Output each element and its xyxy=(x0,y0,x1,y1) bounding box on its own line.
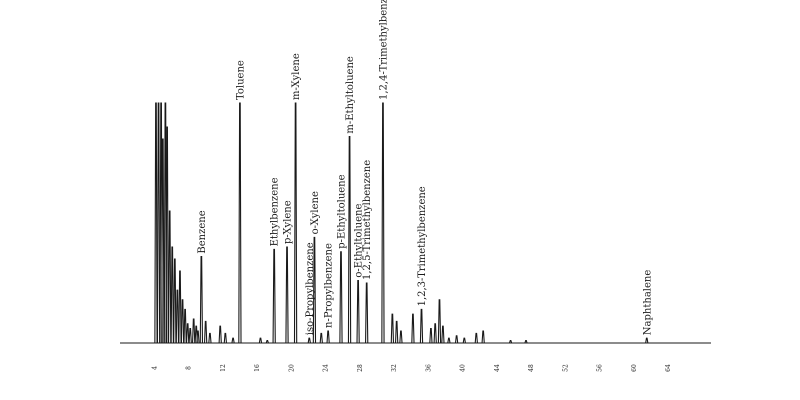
chromatogram-peak xyxy=(429,328,433,344)
chromatogram-peak xyxy=(188,328,192,344)
chromatogram-peak xyxy=(183,308,187,344)
x-tick-label: 60 xyxy=(631,364,638,372)
peak-label: Toluene xyxy=(235,60,246,100)
x-axis-ticks: 4 8 12 16 20 24 28 32 36 40 44 48 52 56 60 64 xyxy=(151,364,672,372)
labeled-peak xyxy=(347,136,352,344)
labeled-peak xyxy=(238,102,242,344)
peak-labels-layer: Benzene Toluene Ethylbenzene p-Xylene m-Xyle… xyxy=(197,0,653,335)
chromatogram-peak xyxy=(173,258,177,344)
peak-label: m-Xylene xyxy=(291,53,302,100)
chromatogram-peak xyxy=(208,332,212,344)
chromatogram-peak xyxy=(474,332,478,344)
peak-label: 1,2,3-Trimethylbenzene xyxy=(417,186,428,306)
chromatogram-peak xyxy=(454,335,459,344)
labeled-peak xyxy=(285,246,289,344)
labeled-peak xyxy=(339,251,343,344)
chromatogram-peak xyxy=(218,325,222,344)
peak-label: Ethylbenzene xyxy=(270,177,281,246)
labeled-peak xyxy=(312,236,317,344)
peak-label: o-Xylene xyxy=(310,191,321,234)
x-tick-label: 40 xyxy=(460,364,467,372)
peak-label: p-Xylene xyxy=(283,200,294,244)
chromatogram-peak xyxy=(154,102,158,344)
labeled-peak xyxy=(645,337,649,344)
labeled-peak xyxy=(419,308,424,344)
x-tick-label: 16 xyxy=(254,364,261,372)
chromatogram-peak xyxy=(231,337,235,344)
chromatogram-peak xyxy=(390,313,395,344)
x-tick-label: 12 xyxy=(220,364,227,372)
chromatogram-peak xyxy=(161,138,165,344)
peak-label: Benzene xyxy=(197,210,208,253)
chromatogram-peak xyxy=(223,332,227,344)
chromatogram-peak xyxy=(170,246,174,344)
chromatogram-peak xyxy=(265,340,269,344)
peak-label: p-Ethyltoluene xyxy=(336,174,347,248)
x-tick-label: 4 xyxy=(151,366,158,370)
chromatogram-peak xyxy=(481,330,485,344)
peak-label: 1,2,5-Trimethylbenzene xyxy=(362,160,373,280)
chromatogram-peak xyxy=(524,340,528,344)
x-tick-label: 48 xyxy=(528,364,535,372)
chromatogram-peak xyxy=(319,332,323,344)
chromatogram-peak xyxy=(395,320,399,344)
x-tick-label: 20 xyxy=(288,364,295,372)
x-tick-label: 32 xyxy=(391,364,398,372)
x-tick-label: 44 xyxy=(494,364,501,372)
chromatogram-peak xyxy=(441,325,445,344)
chromatogram-peak xyxy=(258,337,263,344)
x-tick-label: 56 xyxy=(597,364,604,372)
peaks-layer xyxy=(154,102,649,344)
chromatogram-peak xyxy=(192,318,196,344)
chromatogram-peak xyxy=(204,320,208,344)
peak-label: Naphthalene xyxy=(642,270,653,336)
chromatogram-peak xyxy=(462,337,466,344)
peak-label: o-Ethyltoluene xyxy=(354,204,365,278)
chromatogram-peak xyxy=(168,210,172,344)
x-tick-label: 52 xyxy=(562,364,569,372)
labeled-peak xyxy=(356,280,360,344)
chromatogram-peak xyxy=(399,330,403,344)
x-tick-label: 64 xyxy=(665,364,672,372)
x-tick-label: 28 xyxy=(357,364,364,372)
labeled-peak xyxy=(199,256,204,344)
chromatogram-peak xyxy=(186,323,190,344)
x-tick-label: 24 xyxy=(323,364,330,372)
chromatogram-peak xyxy=(196,330,200,344)
labeled-peak xyxy=(272,248,276,344)
x-tick-label: 8 xyxy=(186,366,193,370)
peak-label: m-Ethyltoluene xyxy=(345,56,356,134)
chromatogram-peak xyxy=(437,299,442,344)
x-tick-label: 36 xyxy=(425,364,432,372)
chromatogram-peak xyxy=(156,102,161,344)
labeled-peak xyxy=(307,337,311,344)
labeled-peak xyxy=(381,102,385,344)
peak-label: 1,2,4-Trimethylbenzene xyxy=(378,0,389,100)
chromatogram-peak xyxy=(180,299,185,344)
labeled-peak xyxy=(293,102,298,344)
chromatogram-peak xyxy=(433,323,437,344)
labeled-peak xyxy=(326,330,330,344)
chromatogram-peak xyxy=(165,126,169,344)
peak-label: n-Propylbenzene xyxy=(324,243,335,328)
chromatogram-peak xyxy=(447,337,451,344)
chromatogram-peak xyxy=(175,289,180,344)
chromatogram-peak xyxy=(411,313,415,344)
chromatogram-peak xyxy=(508,340,513,344)
peak-label: iso-Propylbenzene xyxy=(305,242,316,335)
labeled-peak xyxy=(365,282,369,344)
chromatogram-peak xyxy=(178,270,182,344)
